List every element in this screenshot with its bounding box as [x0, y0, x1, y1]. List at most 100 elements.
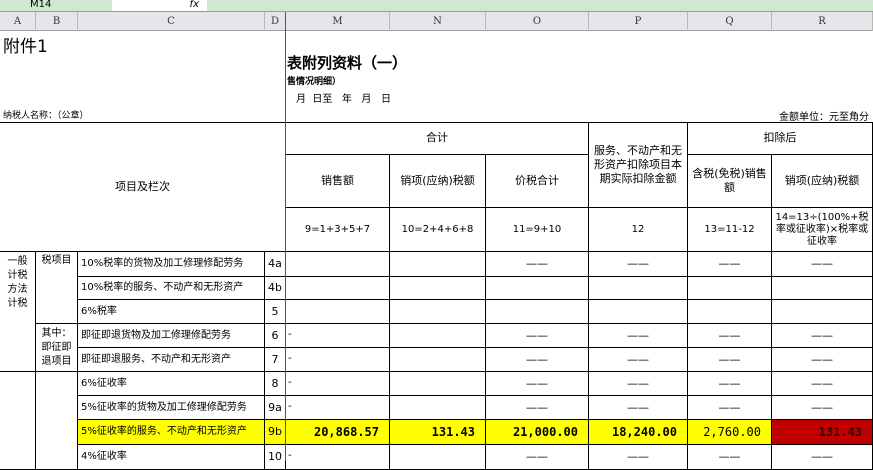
data-cell[interactable]: [772, 300, 873, 324]
value-cell[interactable]: 131.43: [772, 420, 873, 445]
data-cell[interactable]: ——: [589, 348, 688, 372]
data-cell[interactable]: [286, 396, 390, 420]
row-number: 4a: [265, 252, 286, 277]
data-cell[interactable]: [486, 300, 589, 324]
data-cell[interactable]: ——: [589, 445, 688, 470]
data-cell[interactable]: [390, 396, 486, 420]
data-cell[interactable]: ——: [688, 396, 772, 420]
value-cell[interactable]: 2,760.00: [688, 420, 772, 445]
header-output_tax: 销项(应纳)税额: [390, 155, 486, 208]
data-cell[interactable]: ——: [589, 396, 688, 420]
data-cell[interactable]: ——: [688, 324, 772, 348]
item-column-header: 项目及栏次: [0, 122, 286, 252]
data-cell[interactable]: ——: [486, 348, 589, 372]
data-cell[interactable]: ——: [688, 348, 772, 372]
data-cell[interactable]: [688, 300, 772, 324]
divider: [0, 122, 873, 123]
deduction-header: 服务、不动产和无形资产扣除项目本期实际扣除金额: [589, 122, 688, 208]
dash-mark: -: [288, 377, 292, 388]
data-cell[interactable]: [486, 277, 589, 300]
data-cell[interactable]: [589, 300, 688, 324]
name-box[interactable]: M14: [30, 0, 52, 10]
data-cell[interactable]: ——: [688, 252, 772, 277]
value-cell[interactable]: 20,868.57: [286, 420, 390, 445]
header-after-output-tax: 销项(应纳)税额: [772, 155, 873, 208]
column-header-O[interactable]: O: [486, 12, 589, 31]
data-cell[interactable]: [688, 277, 772, 300]
data-cell[interactable]: [286, 300, 390, 324]
data-cell[interactable]: [286, 324, 390, 348]
value-cell[interactable]: 131.43: [390, 420, 486, 445]
data-cell[interactable]: [390, 300, 486, 324]
data-cell[interactable]: ——: [772, 348, 873, 372]
column-header-D[interactable]: D: [265, 12, 286, 31]
row-label: 5%征收率的服务、不动产和无形资产: [78, 420, 265, 445]
row-number: 5: [265, 300, 286, 324]
formula-cell: 14=13÷(100%+税率或征收率)×税率或征收率: [772, 208, 873, 252]
row-number: 9a: [265, 396, 286, 420]
value-cell[interactable]: 21,000.00: [486, 420, 589, 445]
data-cell[interactable]: ——: [772, 324, 873, 348]
data-cell[interactable]: [286, 445, 390, 470]
after-deduction-header: 扣除后: [688, 122, 873, 155]
data-cell[interactable]: ——: [688, 372, 772, 396]
header-sales: 销售额: [286, 155, 390, 208]
data-cell[interactable]: ——: [772, 252, 873, 277]
value-cell[interactable]: 18,240.00: [589, 420, 688, 445]
column-header-B[interactable]: B: [36, 12, 78, 31]
group-immediate: 其中：即征即退项目: [36, 324, 78, 372]
period: 月 日至 年 月 日: [296, 94, 391, 105]
data-cell[interactable]: [390, 252, 486, 277]
group-simple: [0, 372, 36, 470]
header-total_price_tax: 价税合计: [486, 155, 589, 208]
column-header-R[interactable]: R: [772, 12, 873, 31]
row-label: 即征即退货物及加工修理修配劳务: [78, 324, 265, 348]
row-label: 10%税率的货物及加工修理修配劳务: [78, 252, 265, 277]
data-cell[interactable]: ——: [772, 396, 873, 420]
data-cell[interactable]: ——: [589, 252, 688, 277]
data-cell[interactable]: ——: [772, 445, 873, 470]
row-label: 4%征收率: [78, 445, 265, 470]
page-subtitle: 售情况明细）: [287, 77, 342, 87]
data-cell[interactable]: [390, 348, 486, 372]
data-cell[interactable]: [772, 277, 873, 300]
data-cell[interactable]: ——: [486, 252, 589, 277]
data-cell[interactable]: ——: [486, 396, 589, 420]
data-cell[interactable]: ——: [589, 372, 688, 396]
page-title: 表附列资料（一）: [287, 54, 408, 72]
column-header-C[interactable]: C: [78, 12, 265, 31]
data-cell[interactable]: [286, 252, 390, 277]
column-header-M[interactable]: M: [286, 12, 390, 31]
data-cell[interactable]: ——: [688, 445, 772, 470]
data-cell[interactable]: ——: [589, 324, 688, 348]
data-cell[interactable]: ——: [486, 372, 589, 396]
dash-mark: -: [288, 401, 292, 412]
data-cell[interactable]: [286, 348, 390, 372]
formula-bar: [0, 0, 873, 12]
data-cell[interactable]: ——: [486, 324, 589, 348]
data-cell[interactable]: ——: [772, 372, 873, 396]
data-cell[interactable]: [390, 372, 486, 396]
row-label: 10%税率的服务、不动产和无形资产: [78, 277, 265, 300]
dash-mark: -: [288, 450, 292, 461]
formula-cell: 10=2+4+6+8: [390, 208, 486, 252]
column-header-P[interactable]: P: [589, 12, 688, 31]
data-cell[interactable]: [589, 277, 688, 300]
formula-cell: 12: [589, 208, 688, 252]
data-cell[interactable]: [286, 277, 390, 300]
row-number: 4b: [265, 277, 286, 300]
formula-cell: 9=1+3+5+7: [286, 208, 390, 252]
column-header-Q[interactable]: Q: [688, 12, 772, 31]
fx-icon[interactable]: fx: [112, 0, 207, 11]
data-cell[interactable]: [390, 277, 486, 300]
data-cell[interactable]: [286, 372, 390, 396]
column-header-N[interactable]: N: [390, 12, 486, 31]
data-cell[interactable]: ——: [486, 445, 589, 470]
total-header: 合计: [286, 122, 589, 155]
column-header-A[interactable]: A: [0, 12, 36, 31]
data-cell[interactable]: [390, 324, 486, 348]
data-cell[interactable]: [390, 445, 486, 470]
row-number: 7: [265, 348, 286, 372]
row-label: 5%征收率的货物及加工修理修配劳务: [78, 396, 265, 420]
group-tax-items: 税项目: [36, 252, 78, 324]
